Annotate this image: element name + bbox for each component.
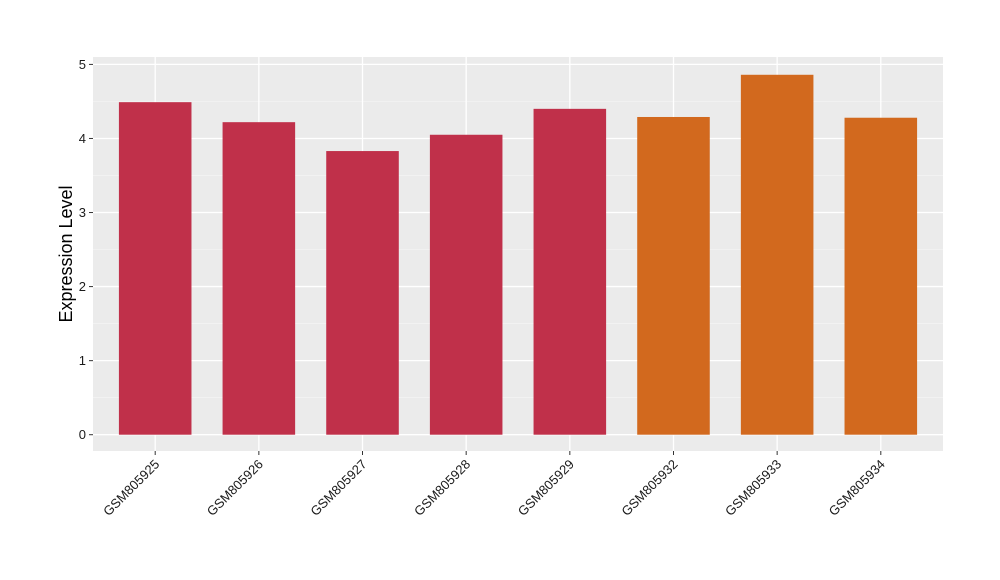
- x-tick-label: GSM805929: [515, 457, 577, 519]
- x-tick-label: GSM805927: [307, 457, 369, 519]
- y-axis-title: Expression Level: [56, 185, 76, 322]
- x-tick-label: GSM805932: [618, 457, 680, 519]
- y-tick-label: 3: [79, 205, 86, 220]
- bar: [429, 134, 503, 435]
- bar: [222, 122, 296, 435]
- y-tick-label: 5: [79, 57, 86, 72]
- y-tick-label: 0: [79, 427, 86, 442]
- bar: [740, 74, 814, 435]
- y-axis: 0 1 2 3 4 5: [79, 57, 93, 442]
- bar: [533, 108, 607, 435]
- x-tick-label: GSM805926: [204, 457, 266, 519]
- x-tick-label: GSM805934: [826, 457, 888, 519]
- x-tick-label: GSM805928: [411, 457, 473, 519]
- bar: [637, 116, 710, 435]
- bar: [326, 151, 399, 435]
- x-axis: GSM805925 GSM805926 GSM805927 GSM805928 GSM8…: [100, 451, 888, 519]
- y-tick-label: 1: [79, 353, 86, 368]
- bars: [118, 74, 918, 435]
- bar: [118, 102, 192, 435]
- bar: [844, 117, 918, 435]
- x-tick-label: GSM805925: [100, 457, 162, 519]
- y-tick-label: 4: [79, 131, 86, 146]
- plot-panel: [93, 57, 943, 451]
- x-tick-label: GSM805933: [722, 457, 784, 519]
- y-tick-label: 2: [79, 279, 86, 294]
